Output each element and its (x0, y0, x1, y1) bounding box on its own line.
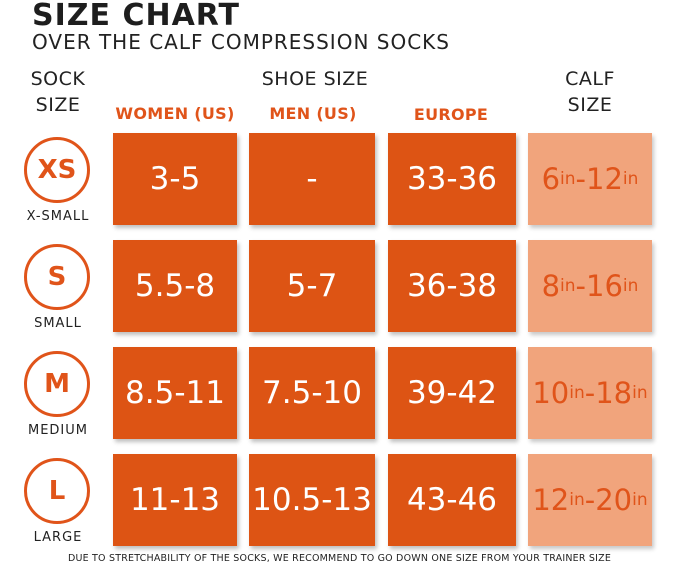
calf-size-cell: 12 in -20 in (528, 454, 652, 546)
size-name-l: LARGE (33, 530, 83, 545)
europe-size-cell: 33-36 (388, 133, 516, 225)
calf-size-cell: 10 in -18 in (528, 347, 652, 439)
calf-range-dash: - (575, 162, 586, 196)
size-badge-m: M (24, 351, 90, 417)
women-size-cell: 8.5-11 (113, 347, 237, 439)
europe-size-cell: 39-42 (388, 347, 516, 439)
calf-max: 18 (595, 376, 633, 410)
europe-size-cell: 43-46 (388, 454, 516, 546)
women-us-header: WOMEN (US) (115, 104, 235, 123)
calf-size-header: CALF SIZE (540, 66, 640, 118)
chart-title: SIZE CHART (32, 0, 241, 33)
calf-range-dash: - (575, 269, 586, 303)
calf-max: 20 (595, 483, 633, 517)
calf-max: 16 (586, 269, 623, 303)
calf-max: 12 (586, 162, 623, 196)
size-name-s: SMALL (34, 316, 82, 331)
calf-size-cell: 8 in -16 in (528, 240, 652, 332)
sock-size-header-text: SOCK SIZE (30, 68, 86, 116)
calf-range-dash: - (584, 376, 596, 410)
chart-subtitle: OVER THE CALF COMPRESSION SOCKS (32, 30, 450, 54)
men-us-header: MEN (US) (269, 104, 357, 123)
size-badge-l: L (24, 458, 90, 524)
sock-size-header: SOCK SIZE (18, 66, 98, 118)
footer-note: DUE TO STRETCHABILITY OF THE SOCKS, WE R… (67, 553, 612, 564)
size-name-xs: X-SMALL (26, 209, 90, 224)
calf-min: 12 (532, 483, 570, 517)
size-badge-s: S (24, 244, 90, 310)
calf-size-cell: 6 in -12 in (528, 133, 652, 225)
calf-min: 8 (541, 269, 561, 303)
calf-min: 6 (541, 162, 561, 196)
men-size-cell: - (249, 133, 375, 225)
europe-header: EUROPE (413, 105, 489, 124)
women-size-cell: 5.5-8 (113, 240, 237, 332)
calf-range-dash: - (584, 483, 596, 517)
shoe-size-header: SHOE SIZE (261, 68, 369, 90)
calf-min: 10 (532, 376, 570, 410)
men-size-cell: 7.5-10 (249, 347, 375, 439)
europe-size-cell: 36-38 (388, 240, 516, 332)
size-badge-xs: XS (24, 137, 90, 203)
size-name-m: MEDIUM (27, 423, 88, 438)
men-size-cell: 10.5-13 (249, 454, 375, 546)
women-size-cell: 3-5 (113, 133, 237, 225)
men-size-cell: 5-7 (249, 240, 375, 332)
calf-size-header-text: CALF SIZE (565, 68, 615, 116)
women-size-cell: 11-13 (113, 454, 237, 546)
